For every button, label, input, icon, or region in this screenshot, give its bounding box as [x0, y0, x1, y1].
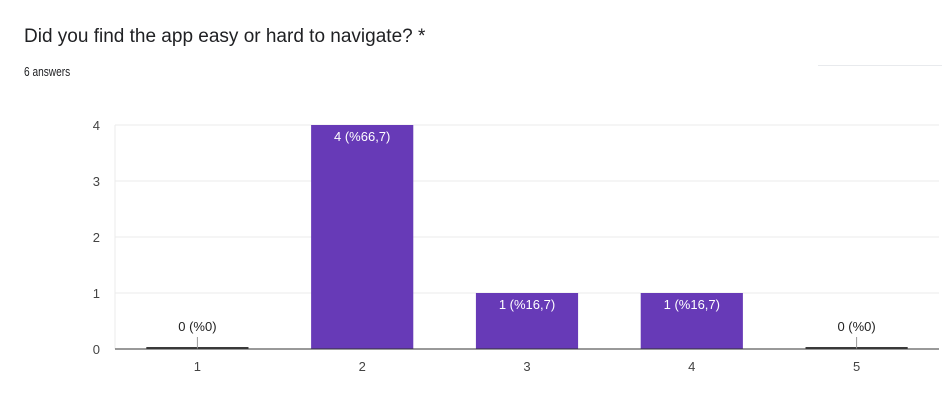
x-tick-label: 3	[523, 359, 530, 374]
bar-data-label: 0 (%0)	[837, 319, 875, 334]
bar-data-label: 0 (%0)	[178, 319, 216, 334]
x-tick-label: 4	[688, 359, 695, 374]
x-tick-label: 5	[853, 359, 860, 374]
y-tick-label: 2	[93, 230, 100, 245]
question-title: Did you find the app easy or hard to nav…	[24, 26, 426, 47]
y-tick-label: 3	[93, 174, 100, 189]
bar-data-label: 1 (%16,7)	[499, 297, 555, 312]
divider	[818, 65, 942, 66]
bar-data-label: 4 (%66,7)	[334, 129, 390, 144]
answer-count: 6 answers	[24, 64, 71, 79]
bar	[640, 293, 743, 349]
y-tick-label: 4	[93, 118, 100, 133]
bar-data-label: 1 (%16,7)	[664, 297, 720, 312]
x-tick-label: 2	[359, 359, 366, 374]
bar	[311, 125, 414, 349]
bar	[475, 293, 579, 349]
y-tick-label: 1	[93, 286, 100, 301]
y-tick-label: 0	[93, 342, 100, 357]
x-tick-label: 1	[194, 359, 201, 374]
